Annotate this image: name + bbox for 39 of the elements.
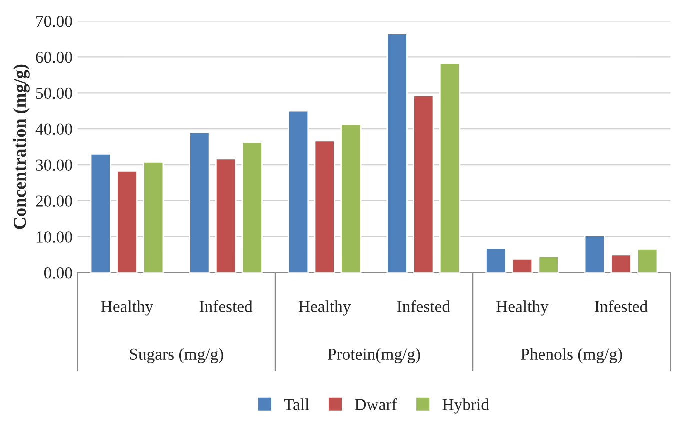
bar (189, 132, 210, 273)
y-tick-label: 20.00 (36, 196, 72, 207)
legend-label: Dwarf (355, 398, 398, 410)
bar (610, 254, 632, 273)
bar (584, 235, 606, 273)
bar (288, 110, 310, 273)
x-tick-label: Infested (397, 300, 450, 312)
y-tick-label: 0.00 (44, 268, 72, 279)
y-tick-label: 70.00 (36, 16, 72, 28)
bar (486, 248, 507, 273)
bar (215, 158, 237, 273)
x-tick-label: Infested (595, 300, 648, 312)
x-tick-label: Infested (200, 300, 253, 312)
bar (314, 140, 336, 273)
legend-label: Tall (284, 398, 310, 410)
x-tick-label: Healthy (298, 300, 352, 316)
text: Protein(mg/g) (328, 348, 420, 364)
y-tick-label: 40.00 (36, 124, 72, 136)
x-tick-label: Healthy (496, 300, 549, 316)
bar (637, 248, 658, 273)
legend-label: Hybrid (442, 398, 490, 414)
bar (242, 142, 263, 273)
bar (538, 256, 560, 273)
bar (90, 154, 112, 273)
y-axis-title: Concentration (mg/g) (13, 64, 30, 230)
bar (340, 124, 362, 273)
y-tick-label: 60.00 (36, 52, 72, 64)
x-tick-label: Healthy (101, 300, 154, 316)
bar (512, 258, 534, 273)
bar (143, 161, 164, 273)
bar (386, 33, 408, 273)
text: Sugars (mg/g) (130, 348, 224, 364)
bar (439, 62, 461, 273)
bar (413, 94, 434, 273)
bar (116, 170, 138, 273)
text: Phenols (mg/g) (521, 348, 622, 364)
y-tick-label: 50.00 (36, 88, 72, 100)
y-tick-label: 10.00 (36, 232, 72, 243)
y-tick-label: 30.00 (36, 160, 72, 172)
